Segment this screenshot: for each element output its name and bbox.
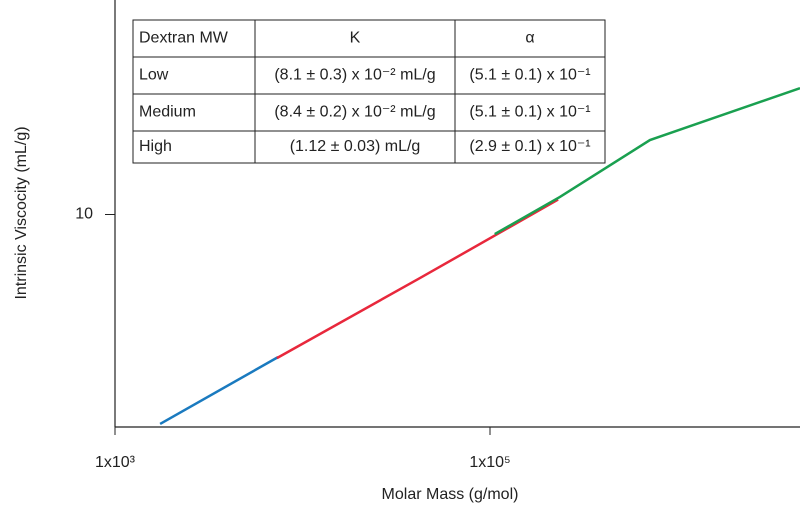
x-axis-label: Molar Mass (g/mol) — [382, 486, 519, 503]
y-tick-label: 10 — [75, 206, 93, 223]
table-cell: (8.4 ± 0.2) x 10⁻² mL/g — [274, 104, 435, 121]
x-tick-label: 1x10⁵ — [469, 454, 510, 471]
table-cell: (8.1 ± 0.3) x 10⁻² mL/g — [274, 67, 435, 84]
series-line — [494, 86, 800, 236]
table-row-name: Low — [139, 67, 169, 84]
table-row-name: Medium — [139, 104, 196, 121]
table-frame — [132, 19, 606, 164]
table-header: K — [350, 30, 361, 47]
table-cell: (2.9 ± 0.1) x 10⁻¹ — [469, 138, 590, 155]
series-line — [159, 356, 279, 426]
table-header: Dextran MW — [139, 30, 229, 47]
series-line — [276, 198, 559, 360]
table-cell: (5.1 ± 0.1) x 10⁻¹ — [469, 104, 590, 121]
x-tick-label: 1x10³ — [95, 454, 136, 471]
table-header: α — [525, 30, 534, 47]
table-cell: (5.1 ± 0.1) x 10⁻¹ — [469, 67, 590, 84]
table-row-name: High — [139, 138, 172, 155]
y-axis-label: Intrinsic Viscocity (mL/g) — [13, 126, 30, 299]
table-cell: (1.12 ± 0.03) mL/g — [290, 138, 421, 155]
